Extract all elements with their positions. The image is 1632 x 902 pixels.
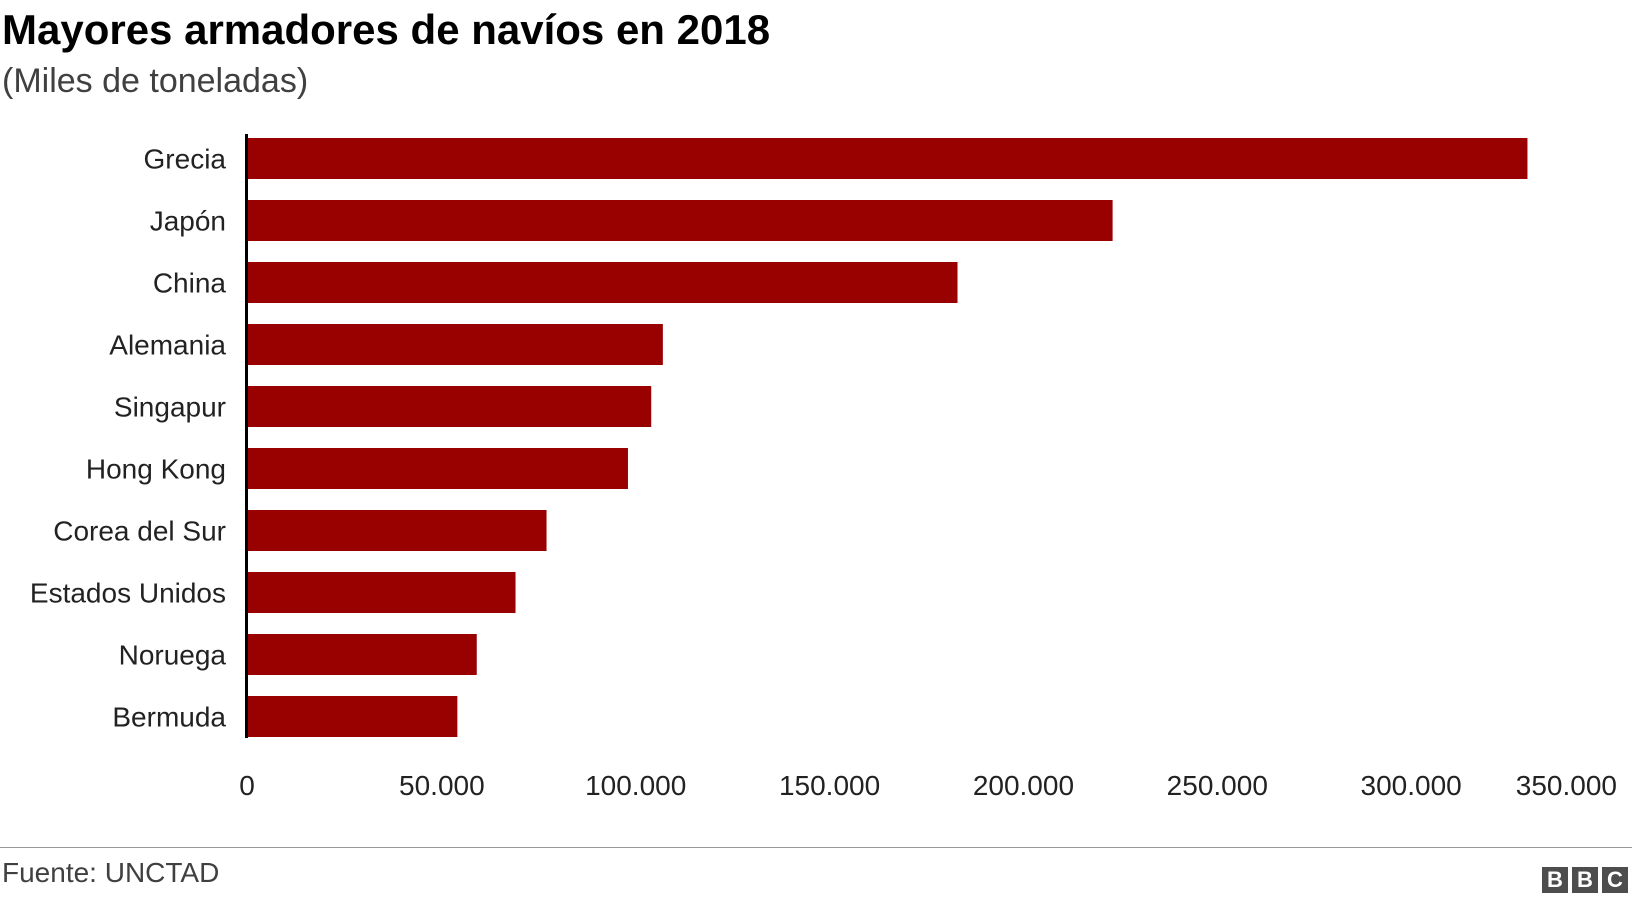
logo-letter: C: [1602, 867, 1628, 893]
x-tick-label: 100.000: [585, 770, 686, 801]
x-tick-label: 50.000: [399, 770, 485, 801]
bar: [248, 510, 547, 551]
category-label: China: [153, 268, 227, 299]
x-tick-label: 200.000: [973, 770, 1074, 801]
bar: [248, 696, 458, 737]
chart-subtitle: (Miles de toneladas): [2, 62, 309, 100]
category-label: Grecia: [144, 144, 227, 175]
x-tick-label: 150.000: [779, 770, 880, 801]
bar: [248, 200, 1113, 241]
bbc-logo: B B C: [1542, 867, 1628, 893]
bar: [248, 138, 1528, 179]
category-label: Estados Unidos: [30, 578, 226, 609]
footer-divider: [0, 847, 1632, 848]
logo-letter: B: [1542, 867, 1568, 893]
category-label: Alemania: [109, 330, 226, 361]
bar-chart: Grecia Japón China Alemania Singapur Hong Kon…: [30, 134, 1617, 801]
x-tick-label: 0: [239, 770, 255, 801]
bar: [248, 386, 652, 427]
x-tick-label: 300.000: [1361, 770, 1462, 801]
category-label: Corea del Sur: [53, 516, 226, 547]
chart-title: Mayores armadores de navíos en 2018: [2, 6, 771, 53]
category-label: Singapur: [114, 392, 226, 423]
category-label: Bermuda: [112, 702, 226, 733]
bar: [248, 262, 958, 303]
bar: [248, 572, 516, 613]
category-label: Noruega: [119, 640, 227, 671]
category-label: Hong Kong: [86, 454, 226, 485]
category-label: Japón: [150, 206, 226, 237]
bar: [248, 448, 628, 489]
logo-letter: B: [1572, 867, 1598, 893]
source-note: Fuente: UNCTAD: [2, 857, 220, 888]
bar: [248, 634, 477, 675]
x-tick-label: 350.000: [1516, 770, 1617, 801]
bar: [248, 324, 663, 365]
x-tick-label: 250.000: [1167, 770, 1268, 801]
